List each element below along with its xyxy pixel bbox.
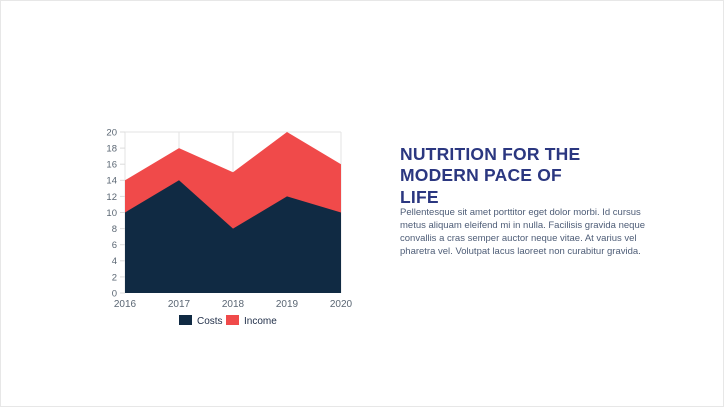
y-axis-label: 8 — [112, 224, 117, 235]
legend-swatch-income — [226, 315, 239, 325]
x-axis-label: 2017 — [168, 299, 191, 310]
body-text-line: Pellentesque sit amet porttitor eget dol… — [400, 207, 641, 218]
x-axis-label: 2020 — [330, 299, 353, 310]
legend-label-income: Income — [244, 316, 277, 327]
body-text-line: metus aliquam eleifend mi in nulla. Faci… — [400, 219, 646, 231]
y-axis-label: 4 — [112, 256, 117, 267]
costs-area — [125, 180, 341, 293]
y-axis-label: 16 — [106, 160, 117, 171]
y-axis-label: 14 — [106, 176, 117, 187]
y-axis-label: 18 — [106, 144, 117, 155]
legend-swatch-costs — [179, 315, 192, 325]
y-axis-label: 2 — [112, 272, 117, 283]
x-axis-label: 2018 — [222, 299, 245, 310]
y-axis-label: 20 — [106, 127, 117, 138]
y-axis-label: 0 — [112, 288, 117, 299]
y-axis-label: 12 — [106, 192, 117, 203]
body-text-line: convallis a cras semper auctor neque vit… — [400, 232, 637, 244]
x-axis-label: 2019 — [276, 299, 299, 310]
body-text-line: pharetra vel. Volutpat lacus laoreet non… — [400, 245, 641, 257]
y-axis-label: 10 — [106, 208, 117, 219]
legend-label-costs: Costs — [197, 316, 223, 327]
y-axis-label: 6 — [112, 240, 117, 251]
slide-body-text: Pellentesque sit amet porttitor eget dol… — [400, 207, 660, 259]
slide-title: NUTRITION FOR THE MODERN PACE OF LIFE — [400, 144, 581, 207]
x-axis-label: 2016 — [114, 299, 137, 310]
